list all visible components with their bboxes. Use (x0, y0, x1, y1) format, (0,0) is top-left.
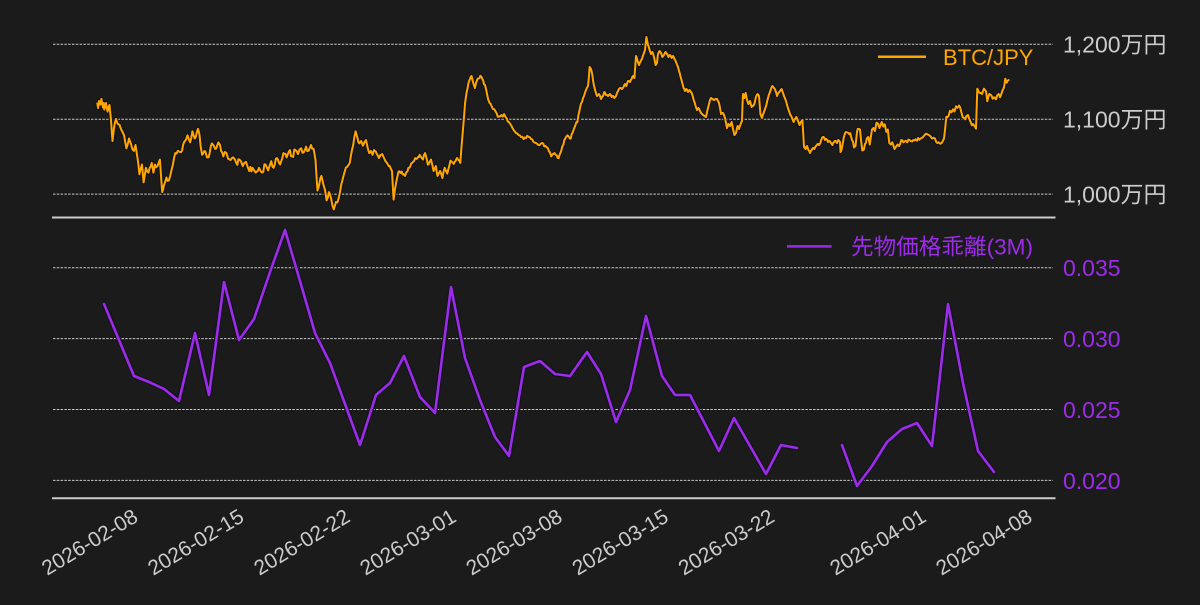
svg-text:1,000: 1,000 (1063, 182, 1121, 208)
svg-text:(3M): (3M) (987, 235, 1033, 260)
svg-text:BTC/JPY: BTC/JPY (943, 45, 1034, 70)
svg-text:1,100: 1,100 (1063, 107, 1121, 133)
svg-text:0.030: 0.030 (1063, 326, 1121, 352)
svg-text:1,200: 1,200 (1063, 32, 1121, 58)
svg-text:0.035: 0.035 (1063, 255, 1121, 281)
svg-text:0.020: 0.020 (1063, 468, 1121, 494)
svg-text:0.025: 0.025 (1063, 397, 1121, 423)
